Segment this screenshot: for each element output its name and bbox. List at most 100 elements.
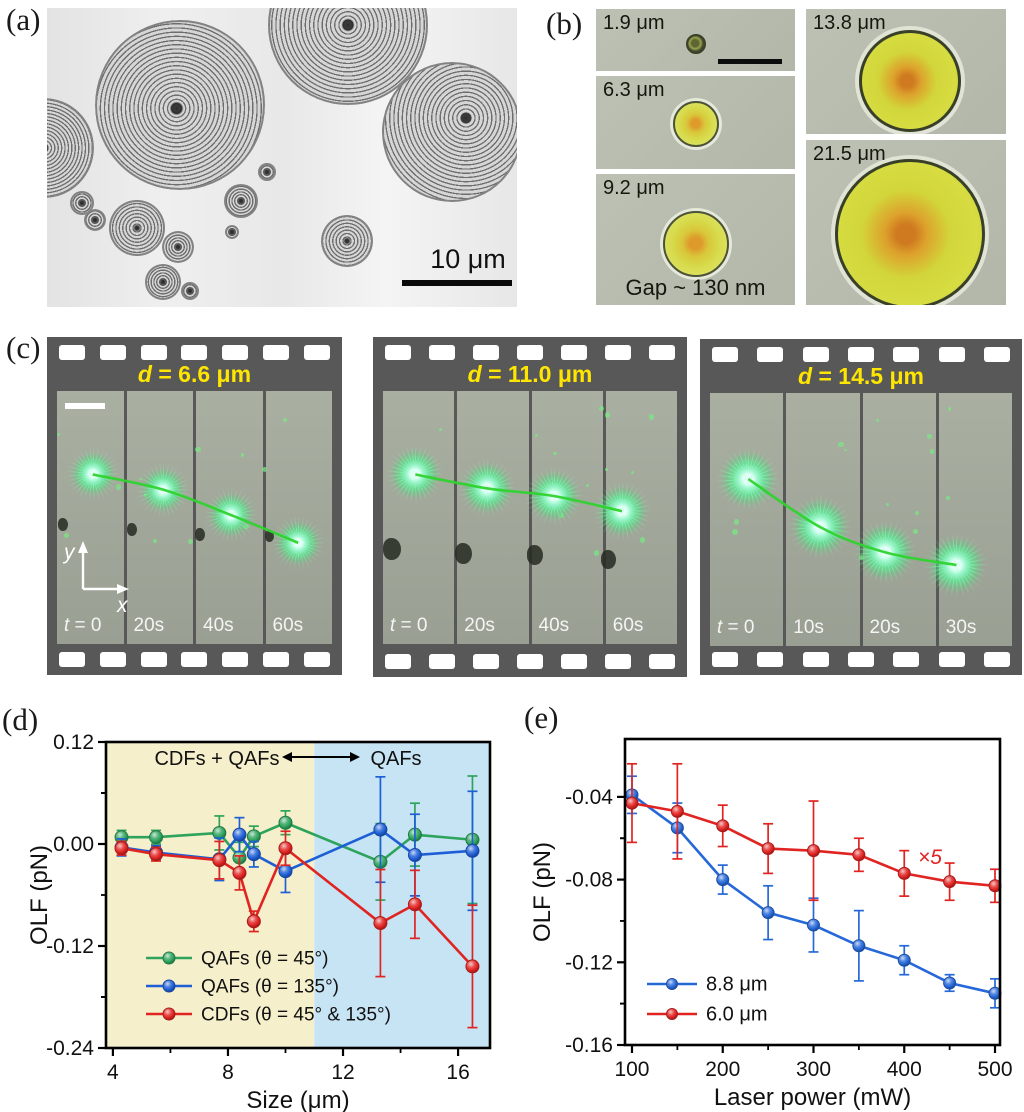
time-label: 40s: [203, 615, 234, 636]
sprocket-hole: [983, 652, 1010, 667]
sprocket-hole: [561, 345, 587, 360]
y-tick-label: -0.24: [46, 1037, 94, 1060]
trajectory-svg: [747, 477, 957, 567]
speckle: [838, 441, 844, 448]
scale-bar: [65, 403, 105, 409]
region-label-right: QAFs: [370, 748, 421, 770]
sprocket-row: [712, 347, 1010, 362]
droplet-glow: [70, 452, 115, 497]
sprocket-hole: [802, 652, 829, 667]
sprocket-hole: [222, 345, 249, 360]
y-tick-label: -0.08: [565, 869, 613, 892]
speckle: [876, 418, 879, 422]
sprocket-hole: [222, 652, 249, 667]
y-axis-label: y: [62, 541, 76, 564]
droplet-size-label: 6.3 μm: [603, 79, 665, 101]
spiral-disk: [162, 231, 194, 263]
film-frame: 20s: [126, 391, 193, 644]
sprocket-row: [59, 652, 330, 667]
spiral-disk: [95, 20, 265, 190]
spiral-disk: [145, 264, 181, 300]
x-axis-title: Size (μm): [246, 1087, 349, 1112]
panel-d-label: (d): [2, 702, 39, 737]
debris-blob: [383, 537, 401, 560]
trajectory-overlay: [383, 391, 677, 644]
x-tick-label: 400: [887, 1058, 922, 1081]
debris-blob: [455, 542, 473, 564]
y-tick-label: -0.12: [46, 935, 94, 958]
legend-entry: CDFs (θ = 45° & 135°): [201, 1005, 391, 1026]
legend-entry: QAFs (θ = 45°): [201, 949, 328, 970]
speckle: [946, 495, 951, 500]
sprocket-hole: [473, 345, 499, 360]
film-strip: d = 14.5 μm t = 0 10s 20s 30s: [700, 339, 1022, 675]
film-frame: t = 0: [710, 393, 784, 646]
strip-title: d = 6.6 μm: [137, 361, 252, 387]
sprocket-hole: [605, 654, 631, 669]
sprocket-hole: [649, 345, 675, 360]
micrograph-frame: 13.8 μm: [806, 9, 1006, 134]
droplet-glow: [390, 449, 441, 500]
region-band: [314, 742, 490, 1048]
sprocket-hole: [99, 652, 126, 667]
droplet-size-label: 1.9 μm: [603, 12, 665, 34]
sprocket-hole: [605, 345, 631, 360]
speckle: [648, 414, 654, 420]
panel-a-micrograph: 10 μm: [47, 8, 517, 307]
sprocket-hole: [983, 347, 1010, 362]
panel-e-label: (e): [524, 700, 559, 735]
chart-olf-vs-laser-power: 100 200 300 400 500 -0.04 -0.08 -0.12 -0.16 Laser…: [529, 737, 1013, 1111]
droplet: [686, 34, 706, 54]
speckle: [63, 533, 69, 539]
x-tick-label: 500: [977, 1058, 1012, 1081]
sprocket-hole: [181, 345, 208, 360]
chart-olf-vs-size: CDFs + QAFs QAFs 4 8 12 16 0.12 0.00 -0.12 -0.24 S…: [30, 731, 492, 1112]
film-frame: 30s: [938, 393, 1012, 646]
speckle: [947, 407, 952, 411]
sprocket-hole: [59, 345, 85, 360]
spiral-disk: [224, 184, 258, 218]
sprocket-hole: [712, 347, 738, 362]
panel-c-label: (c): [6, 330, 41, 365]
speckle: [438, 427, 442, 431]
y-tick-label: -0.12: [565, 951, 613, 974]
speckle: [585, 484, 589, 488]
time-label: t = 0: [64, 615, 102, 636]
trajectory-svg: [92, 473, 299, 545]
spiral-disk: [382, 62, 517, 202]
sprocket-row: [712, 652, 1010, 667]
time-label: 10s: [793, 617, 824, 638]
droplet-size-label: 21.5 μm: [813, 143, 886, 165]
debris-blob: [58, 517, 69, 531]
spiral-disk: [181, 282, 199, 300]
droplet: [663, 211, 729, 277]
film-frame: t = 0: [57, 391, 124, 644]
debris-blob: [527, 545, 544, 566]
scale-bar-label: 10 μm: [430, 244, 506, 274]
x-tick-label: 12: [331, 1061, 354, 1084]
sprocket-hole: [847, 347, 874, 362]
x-tick-label: 300: [796, 1058, 831, 1081]
xy-axes: yx: [62, 541, 129, 617]
speckle: [915, 510, 920, 515]
sprocket-hole: [517, 345, 543, 360]
sprocket-hole: [385, 345, 411, 360]
gap-caption: Gap ~ 130 nm: [625, 275, 766, 300]
speckle: [733, 519, 740, 525]
time-label: 20s: [464, 615, 495, 636]
series-2: [625, 762, 1002, 904]
sprocket-hole: [893, 347, 920, 362]
sprocket-hole: [757, 652, 784, 667]
sprocket-row: [59, 345, 330, 360]
speckle: [599, 406, 605, 412]
film-strip: d = 11.0 μm t = 0 20s 40s 60s: [373, 337, 687, 677]
debris-blob: [127, 522, 138, 536]
speckle: [261, 466, 267, 472]
sprocket-hole: [938, 347, 965, 362]
sprocket-hole: [893, 652, 920, 667]
sprocket-hole: [263, 652, 290, 667]
spiral-disk: [225, 225, 239, 239]
legend-entry: 6.0 μm: [706, 1004, 768, 1026]
sprocket-hole: [473, 654, 499, 669]
